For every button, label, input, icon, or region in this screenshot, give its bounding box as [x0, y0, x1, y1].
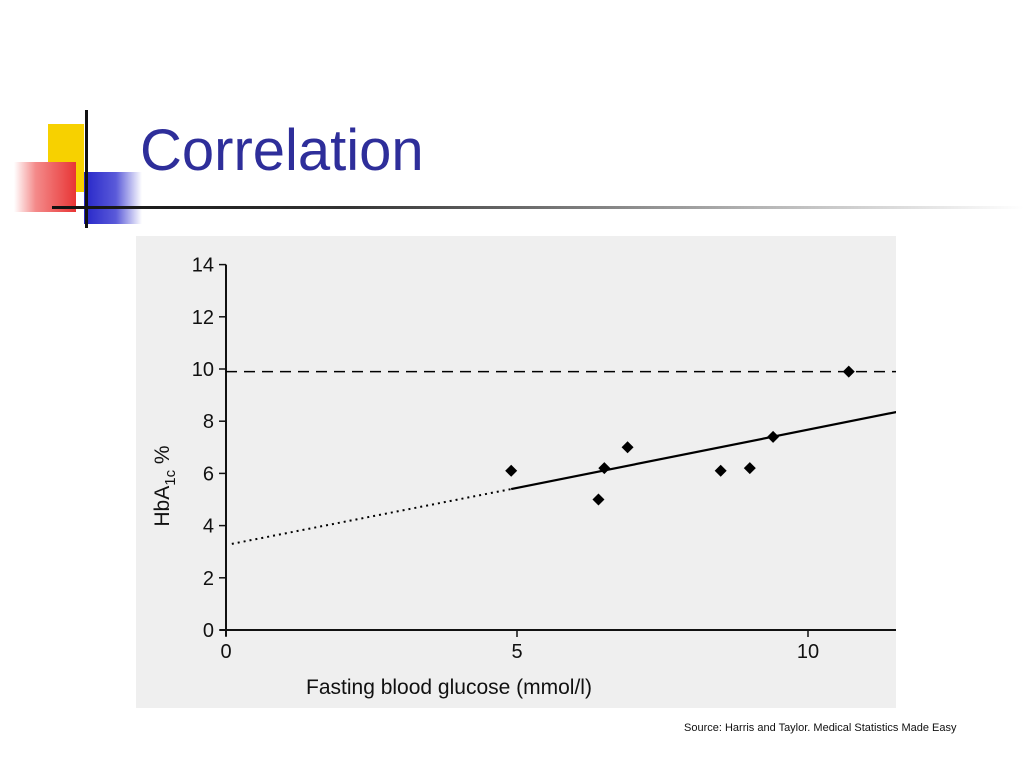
y-tick-label: 14 — [192, 255, 214, 277]
page-title: Correlation — [140, 118, 424, 183]
y-axis-label-main: HbA — [151, 486, 174, 527]
x-tick-label: 0 — [220, 641, 231, 663]
scatter-chart: 0246810121405101520 Fasting blood glucos… — [151, 255, 896, 699]
x-tick-label: 5 — [511, 641, 522, 663]
y-axis-label: HbA1c % — [151, 445, 179, 526]
data-point — [621, 441, 634, 454]
decorative-blue-square — [84, 172, 142, 224]
data-point — [743, 462, 756, 475]
x-tick-label: 10 — [797, 641, 819, 663]
data-point — [598, 462, 611, 475]
y-tick-label: 2 — [203, 568, 214, 590]
chart-panel: 0246810121405101520 Fasting blood glucos… — [136, 236, 896, 708]
y-tick-label: 12 — [192, 307, 214, 329]
y-tick-label: 8 — [203, 411, 214, 433]
data-point — [714, 464, 727, 477]
y-tick-label: 6 — [203, 463, 214, 485]
data-point — [592, 493, 605, 506]
data-point — [767, 430, 780, 443]
x-axis-label: Fasting blood glucose (mmol/l) — [306, 676, 592, 699]
decorative-vertical-line — [85, 110, 88, 228]
tick-labels: 0246810121405101520 — [192, 255, 819, 663]
y-tick-label: 10 — [192, 359, 214, 381]
regression-line — [510, 410, 896, 491]
data-points — [505, 365, 855, 506]
y-tick-label: 0 — [203, 620, 214, 642]
y-tick-label: 4 — [203, 516, 214, 538]
decorative-red-square — [14, 162, 76, 212]
data-point — [505, 464, 518, 477]
axes — [219, 263, 896, 637]
title-underline — [52, 206, 1024, 209]
y-axis-label-subscript: 1c — [162, 469, 179, 485]
source-citation: Source: Harris and Taylor. Medical Stati… — [684, 722, 957, 734]
chart-lines — [226, 370, 896, 545]
y-axis-label-suffix: % — [151, 445, 174, 470]
regression-line-extrapolated — [231, 488, 512, 545]
data-point — [842, 365, 855, 378]
